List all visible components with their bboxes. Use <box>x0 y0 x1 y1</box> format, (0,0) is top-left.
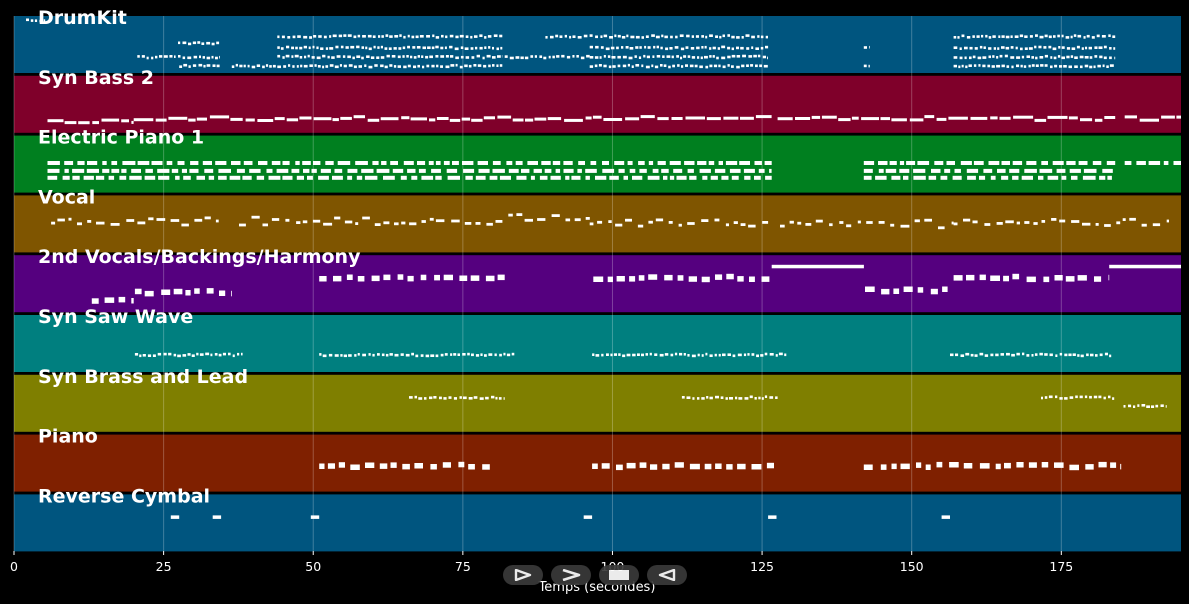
note-run-reverse-cymbal-2 <box>310 515 320 519</box>
note-run-syn-brass-and-lead-2 <box>1041 395 1115 400</box>
track-label-2nd-vocals-backings-harmony: 2nd Vocals/Backings/Harmony <box>38 246 361 268</box>
fast-forward-button[interactable] <box>551 565 591 585</box>
note-run-reverse-cymbal-0 <box>170 515 180 519</box>
note-run-electric-piano-1-6 <box>1124 161 1181 165</box>
note-run-electric-piano-1-1 <box>47 168 772 173</box>
note-run-drumkit-10 <box>504 54 590 60</box>
note-run-drumkit-3 <box>178 55 220 60</box>
note-run-drumkit-8 <box>277 54 503 60</box>
note-run-syn-bass-2-1 <box>133 115 772 122</box>
note-run-drumkit-9 <box>277 63 503 69</box>
track-band-vocal <box>14 195 1181 253</box>
note-run-drumkit-6 <box>277 34 503 39</box>
x-tick-label-50: 50 <box>305 559 321 574</box>
track-label-vocal: Vocal <box>38 186 95 208</box>
track-label-piano: Piano <box>38 426 98 448</box>
note-run-drumkit-7 <box>277 45 503 51</box>
note-run-2nd-vocals-backings-harmony-2 <box>319 274 505 282</box>
note-run-reverse-cymbal-5 <box>941 515 950 519</box>
note-run-drumkit-13 <box>589 54 768 60</box>
note-run-drumkit-19 <box>953 54 1116 60</box>
note-run-2nd-vocals-backings-harmony-6 <box>953 273 1110 283</box>
note-run-reverse-cymbal-4 <box>768 515 777 519</box>
note-run-reverse-cymbal-1 <box>212 515 222 519</box>
note-run-2nd-vocals-backings-harmony-3 <box>593 273 770 283</box>
note-run-syn-bass-2-2 <box>777 115 1116 122</box>
x-tick-label-0: 0 <box>10 559 18 574</box>
track-label-drumkit: DrumKit <box>38 7 127 29</box>
rewind-icon <box>658 569 676 581</box>
track-band-syn-bass-2 <box>14 75 1181 133</box>
note-run-electric-piano-1-3 <box>863 161 1116 165</box>
note-run-syn-brass-and-lead-3 <box>1123 404 1167 408</box>
note-run-drumkit-18 <box>953 45 1116 51</box>
stop-icon <box>609 570 629 580</box>
x-tick-label-25: 25 <box>156 559 172 574</box>
note-run-syn-saw-wave-1 <box>319 352 515 358</box>
note-run-syn-saw-wave-2 <box>592 352 787 358</box>
note-run-vocal-5 <box>953 217 1169 227</box>
note-run-piano-1 <box>592 462 774 471</box>
stop-button[interactable] <box>599 565 639 585</box>
note-run-syn-bass-2-0 <box>47 118 134 125</box>
track-label-syn-brass-and-lead: Syn Brass and Lead <box>38 366 248 388</box>
note-run-piano-2 <box>863 461 1122 471</box>
x-tick-label-75: 75 <box>455 559 471 574</box>
note-run-drumkit-17 <box>953 34 1116 39</box>
note-run-2nd-vocals-backings-harmony-7 <box>1109 264 1181 269</box>
play-icon <box>514 569 532 581</box>
note-run-drumkit-16 <box>863 64 870 68</box>
track-band-reverse-cymbal <box>14 494 1181 552</box>
note-run-reverse-cymbal-3 <box>583 515 593 519</box>
track-label-electric-piano-1: Electric Piano 1 <box>38 127 204 149</box>
note-run-electric-piano-1-4 <box>863 168 1113 173</box>
notes-group <box>26 18 1181 519</box>
note-run-2nd-vocals-backings-harmony-5 <box>865 286 948 295</box>
track-band-2nd-vocals-backings-harmony <box>14 255 1181 313</box>
x-tick-label-125: 125 <box>750 559 774 574</box>
note-run-vocal-0 <box>51 216 219 227</box>
track-label-reverse-cymbal: Reverse Cymbal <box>38 485 210 507</box>
track-label-syn-bass-2: Syn Bass 2 <box>38 67 154 89</box>
note-run-vocal-3 <box>589 218 769 228</box>
note-run-piano-0 <box>319 461 490 470</box>
rewind-button[interactable] <box>647 565 687 585</box>
note-run-vocal-1 <box>239 215 503 227</box>
play-button[interactable] <box>503 565 543 585</box>
note-run-drumkit-20 <box>953 64 1114 69</box>
note-run-vocal-4 <box>780 218 954 230</box>
note-run-syn-brass-and-lead-0 <box>409 395 505 400</box>
x-tick-label-175: 175 <box>1049 559 1073 574</box>
note-run-vocal-2 <box>508 213 590 222</box>
track-band-syn-brass-and-lead <box>14 374 1181 432</box>
track-labels: DrumKit Syn Bass 2 Electric Piano 1 Vocal 2n… <box>38 7 361 507</box>
note-run-drumkit-1 <box>137 55 176 60</box>
note-run-drumkit-4 <box>179 63 220 68</box>
note-run-drumkit-12 <box>589 45 769 51</box>
note-run-drumkit-5 <box>231 63 276 69</box>
note-run-syn-saw-wave-3 <box>950 352 1112 358</box>
track-band-syn-saw-wave <box>14 315 1181 372</box>
x-tick-label-150: 150 <box>900 559 924 574</box>
fast-forward-icon <box>562 569 581 581</box>
note-run-syn-bass-2-3 <box>1124 115 1181 122</box>
note-run-drumkit-11 <box>545 34 768 39</box>
note-run-2nd-vocals-backings-harmony-1 <box>134 288 232 297</box>
note-run-2nd-vocals-backings-harmony-4 <box>771 264 864 269</box>
tracks-group <box>14 16 1181 552</box>
note-run-drumkit-15 <box>863 45 870 49</box>
track-label-syn-saw-wave: Syn Saw Wave <box>38 306 193 328</box>
note-run-syn-brass-and-lead-1 <box>681 395 778 400</box>
note-run-syn-saw-wave-0 <box>134 352 243 358</box>
note-run-electric-piano-1-5 <box>863 175 1112 180</box>
note-run-drumkit-0 <box>26 18 46 23</box>
note-run-drumkit-14 <box>589 63 768 69</box>
note-run-electric-piano-1-0 <box>47 161 772 165</box>
note-run-drumkit-2 <box>178 41 220 46</box>
note-run-electric-piano-1-2 <box>47 175 772 180</box>
note-run-2nd-vocals-backings-harmony-0 <box>91 296 134 304</box>
